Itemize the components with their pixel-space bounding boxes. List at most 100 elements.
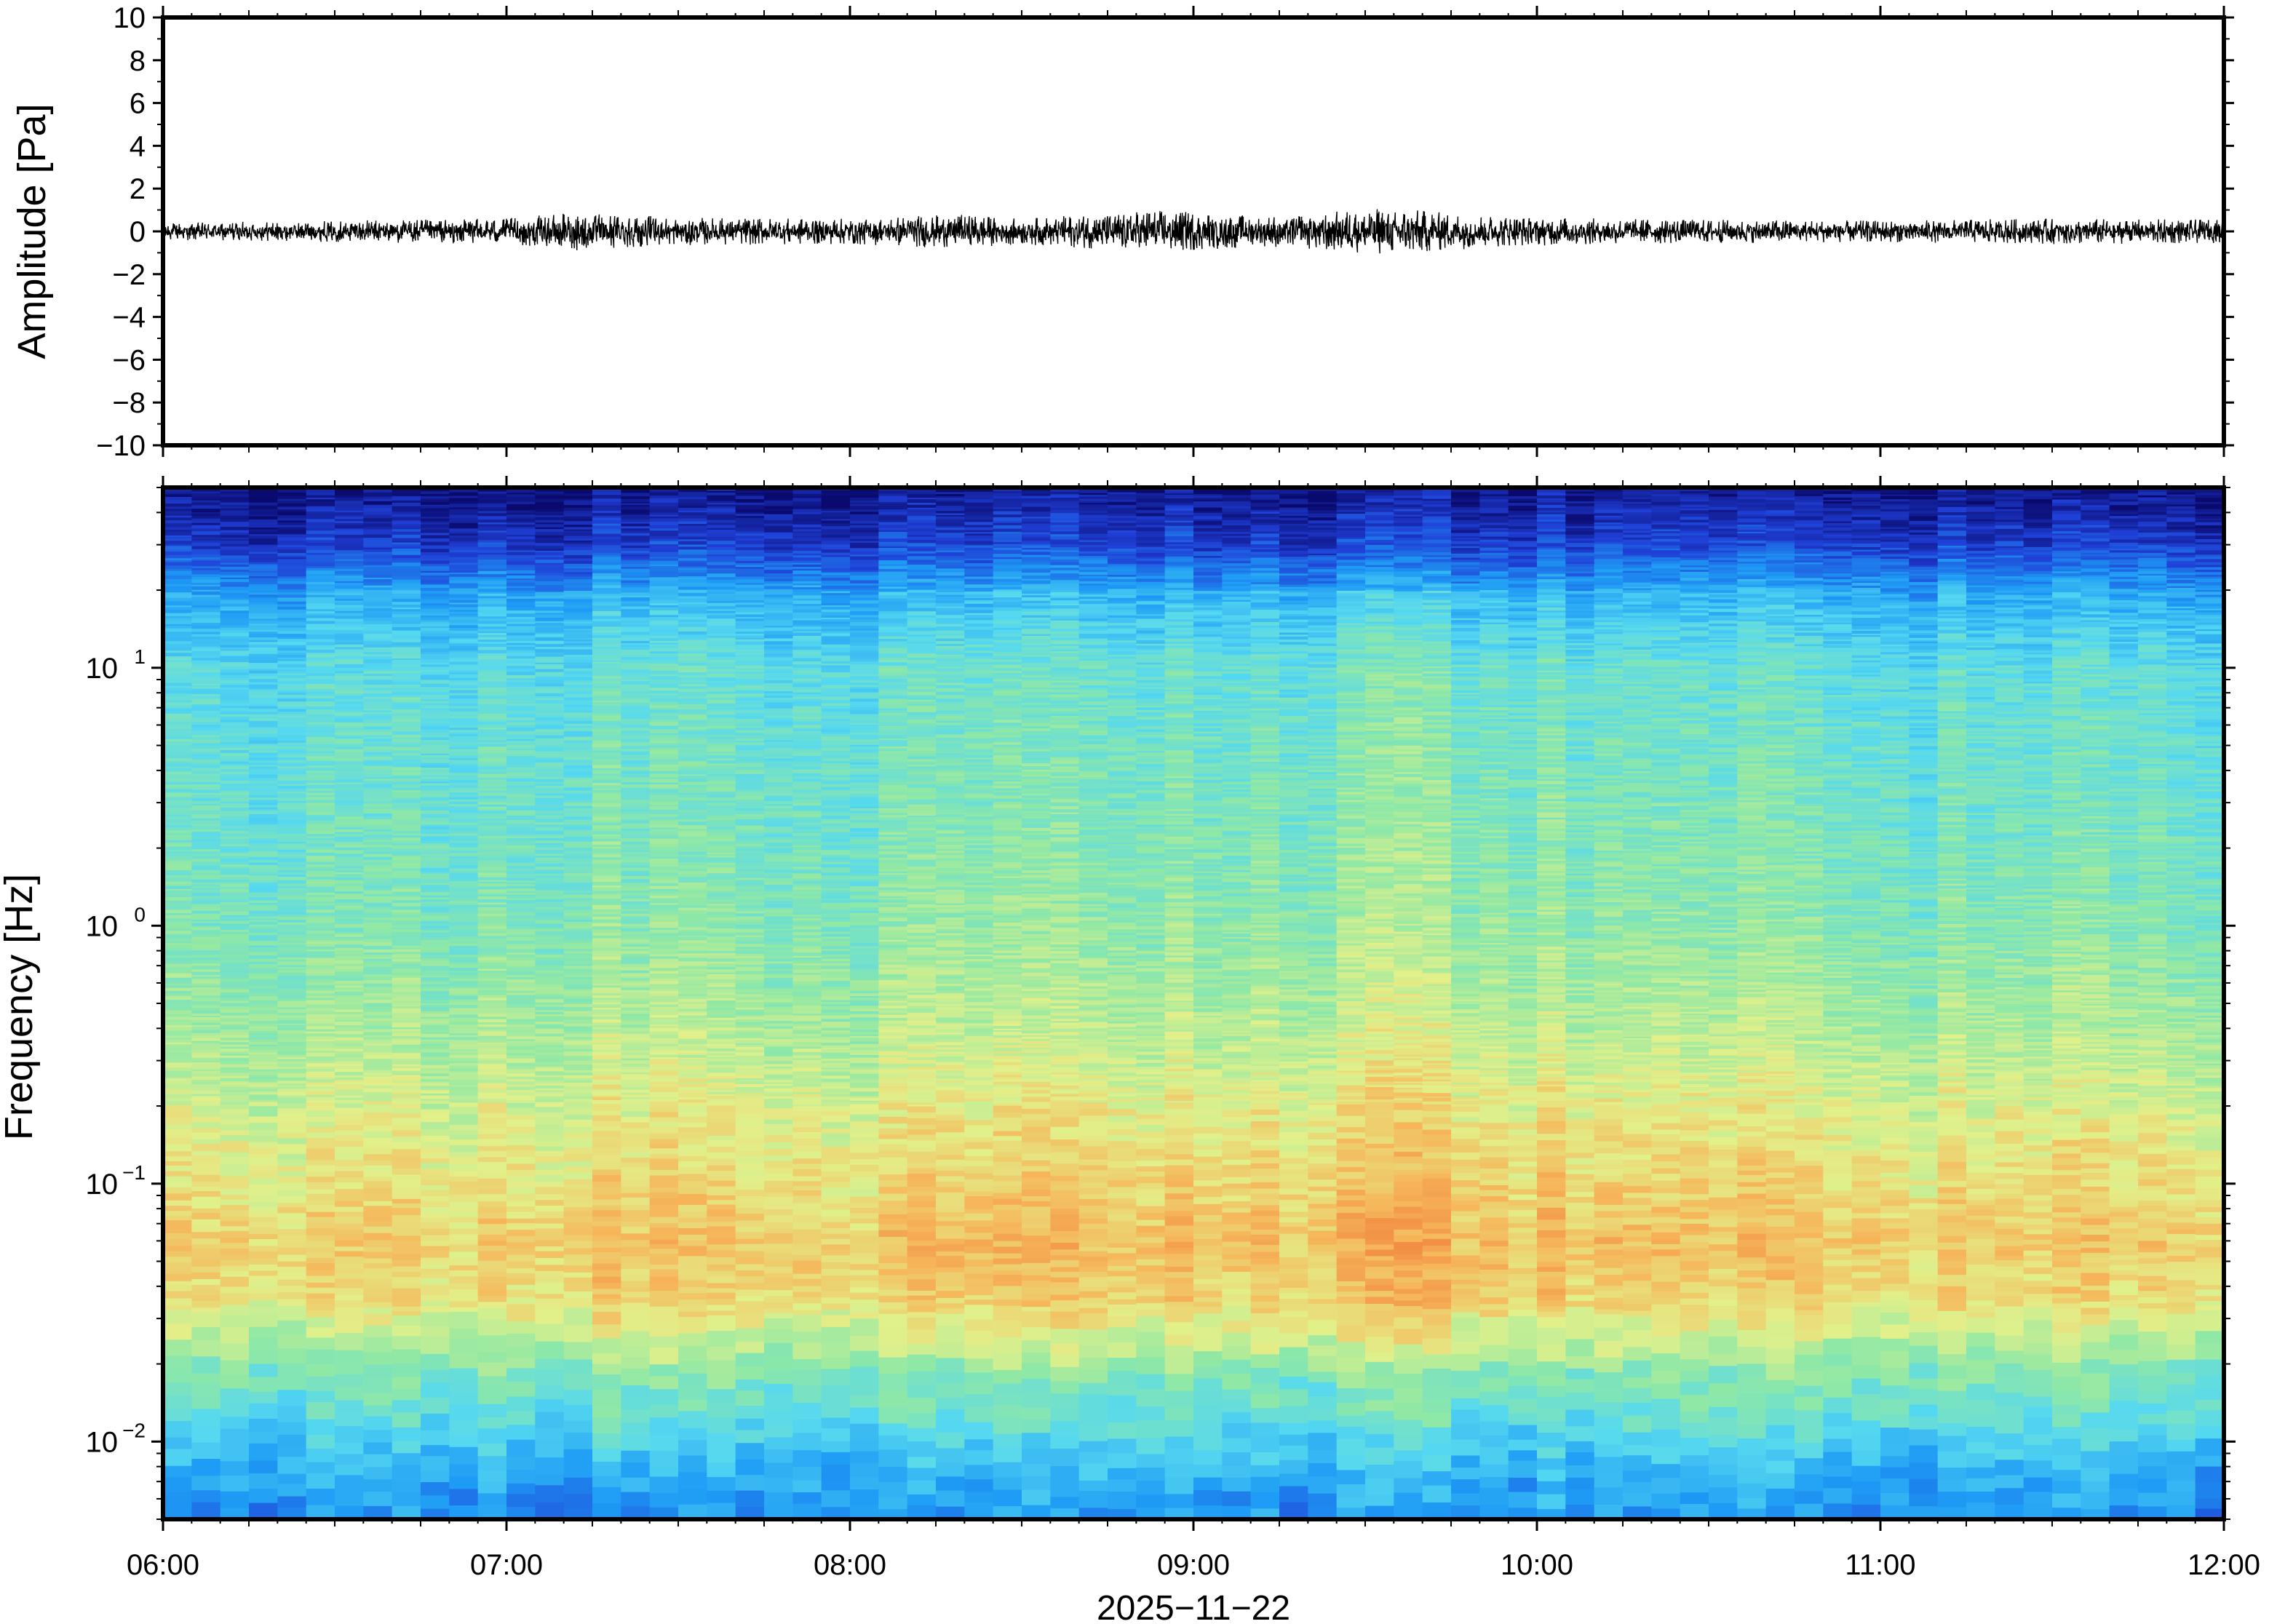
spectrogram-cell [592,953,622,957]
spectrogram-cell [249,565,279,569]
spectrogram-cell [592,1240,622,1248]
spectrogram-cell [220,934,250,937]
spectrogram-cell [163,602,193,606]
spectrogram-cell [506,1097,536,1100]
spectrogram-cell [363,783,393,787]
spectrogram-cell [306,675,335,680]
spectrogram-cell [449,633,479,636]
spectrogram-cell [506,875,536,878]
spectrogram-cell [392,927,421,930]
spectrogram-cell [363,1466,393,1480]
spectrogram-cell [421,776,450,779]
spectrogram-cell [363,877,393,880]
spectrogram-cell [220,904,250,907]
spectrogram-cell [421,1098,450,1101]
spectrogram-cell [477,667,507,670]
spectrogram-cell [249,932,279,936]
spectrogram-cell [535,604,565,607]
spectrogram-cell [191,992,221,996]
spectrogram-cell [621,1297,651,1303]
spectrogram-cell [163,957,193,961]
spectrogram-cell [220,562,250,565]
spectrogram-cell [306,885,335,887]
spectrogram-cell [535,520,565,523]
spectrogram-cell [220,813,250,817]
spectrogram-cell [449,554,479,557]
spectrogram-cell [191,920,221,923]
spectrogram-cell [563,512,593,517]
spectrogram-cell [506,740,536,743]
spectrogram-cell [277,1068,307,1072]
spectrogram-cell [191,1489,221,1502]
spectrogram-cell [220,1237,250,1243]
spectrogram-cell [449,1070,479,1072]
spectrogram-cell [392,773,421,776]
spectrogram-cell [449,1433,479,1447]
spectrogram-cell [306,995,335,998]
spectrogram-cell [392,1271,421,1278]
spectrogram-cell [277,633,307,637]
spectrogram-cell [191,565,221,569]
spectrogram-cell [163,674,193,678]
spectrogram-cell [220,597,250,600]
spectrogram-cell [363,1143,393,1149]
spectrogram-cell [477,1375,507,1387]
spectrogram-cell [306,682,335,684]
spectrogram-cell [163,1309,193,1324]
spectrogram-cell [563,1477,593,1494]
spectrogram-cell [563,1283,593,1291]
spectrogram-cell [506,1065,536,1070]
spectrogram-cell [392,666,421,669]
spectrogram-cell [191,1111,221,1117]
spectrogram-cell [449,583,479,586]
spectrogram-cell [592,1270,622,1277]
spectrogram-cell [277,1059,307,1062]
spectrogram-cell [335,965,365,969]
spectrogram-cell [592,547,622,550]
spectrogram-cell [449,1311,479,1317]
spectrogram-cell [220,757,250,762]
spectrogram-cell [191,724,221,728]
spectrogram-cell [306,1222,335,1229]
spectrogram-cell [535,490,565,494]
spectrogram-cell [621,1161,651,1168]
spectrogram-cell [535,917,565,920]
spectrogram-cell [477,1416,507,1429]
spectrogram-cell [592,720,622,723]
spectrogram-cell [220,685,250,688]
spectrogram-cell [535,824,565,827]
spectrogram-cell [592,947,622,951]
spectrogram-cell [335,796,365,801]
spectrogram-cell [277,922,307,926]
spectrogram-cell [306,701,335,704]
spectrogram-cell [563,646,593,650]
spectrogram-cell [191,820,221,824]
spectrogram-cell [220,540,250,544]
spectrogram-cell [249,633,279,638]
spectrogram-cell [449,509,479,512]
spectrogram-cell [220,680,250,683]
spectrogram-cell [621,1037,651,1041]
spectrogram-cell [363,806,393,809]
spectrogram-cell [563,632,593,635]
spectrogram-cell [592,1193,622,1200]
spectrogram-cell [163,1165,193,1171]
spectrogram-cell [535,976,565,980]
spectrogram-cell [449,1289,479,1296]
spectrogram-cell [506,883,536,886]
spectrogram-cell [220,948,250,952]
spectrogram-cell [535,1042,565,1046]
spectrogram-cell [421,1048,450,1053]
spectrogram-cell [277,540,307,544]
spectrogram-cell [563,1389,593,1405]
spectrogram-cell [592,844,622,847]
spectrogram-cell [392,670,421,673]
spectrogram-cell [535,671,565,675]
spectrogram-cell [249,1026,279,1030]
spectrogram-cell [506,1156,536,1164]
spectrogram-cell [163,560,193,562]
spectrogram-cell [506,1062,536,1067]
spectrogram-cell [191,706,221,712]
spectrogram-cell [363,620,393,624]
spectrogram-cell [477,1307,507,1320]
